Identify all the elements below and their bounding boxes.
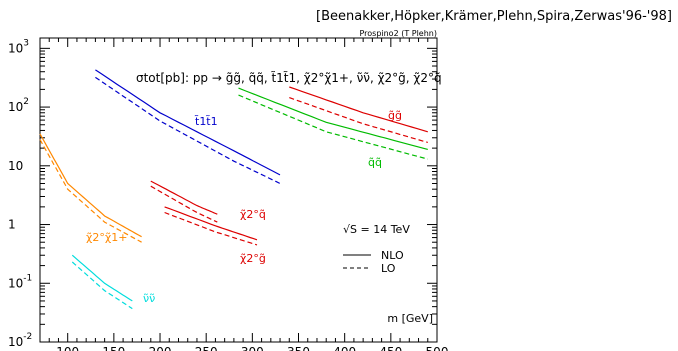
legend: NLO LO [343,249,404,275]
curve-nlo-squark [238,87,428,150]
y-tick-label: 10-2 [8,332,32,349]
curve-lo-squark [238,94,428,160]
legend-lo-label: LO [381,262,396,275]
x-tick-label: 500 [426,345,449,351]
y-tick-label: 10-1 [8,273,32,290]
x-tick-label: 450 [379,345,402,351]
series-label-n2gl: χ̃2°g̃ [240,252,266,265]
x-tick-labels: 100 150 200 250 300 350 400 450 500 [56,345,448,351]
x-tick-label: 350 [287,345,310,351]
y-tick-label: 102 [8,97,29,114]
x-tick-label: 100 [56,345,79,351]
series-label-n2c1: χ̃2°χ̃1+ [86,231,127,244]
series-label-n2sq: χ̃2°q̃ [240,208,266,221]
series-label-squark: q̃q̃ [368,156,382,169]
curve-nlo-n2gl [164,206,258,241]
curve-nlo-n2sq [150,180,218,215]
curve-nlo-n2c1 [39,133,142,238]
energy-annotation: √S = 14 TeV [343,223,410,236]
series-label-gluino: g̃g̃ [388,109,402,122]
series-label-stop: t̃1t̃1 [194,115,217,128]
chart-title: σtot[pb]: pp → g̃g̃, q̃q̃, t̃1t̃1, χ̃2°χ… [136,71,442,85]
curve-lo-stop [95,76,281,185]
plot-frame [39,37,438,343]
y-tick-label: 103 [8,38,29,55]
x-tick-label: 400 [333,345,356,351]
axis-ticks [40,38,438,343]
x-tick-label: 250 [195,345,218,351]
x-tick-label: 300 [241,345,264,351]
curve-nlo-stop [95,69,281,176]
x-tick-label: 200 [149,345,172,351]
citation-header: [Beenakker,Höpker,Krämer,Plehn,Spira,Zer… [316,9,672,24]
curve-nlo-gluino [289,86,428,133]
x-tick-label: 150 [102,345,125,351]
legend-nlo-label: NLO [381,249,404,262]
curve-lo-gluino [289,97,428,143]
curve-lo-n2c1 [39,139,142,243]
series-label-snu: ν̃ν̃ [143,292,155,305]
curve-lo-n2sq [150,185,218,223]
curve-lo-snu [71,261,133,310]
y-tick-label: 1 [8,218,16,232]
program-credit: Prospino2 (T Plehn) [359,29,437,38]
curve-lo-n2gl [164,211,258,246]
y-tick-label: 10 [8,159,23,173]
x-axis-label: m [GeV] [387,312,433,325]
curve-nlo-snu [71,254,133,302]
series-curves [39,69,428,310]
